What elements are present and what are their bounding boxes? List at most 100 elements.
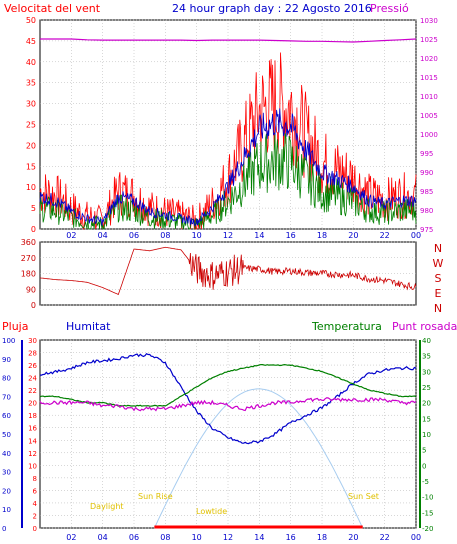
pressure-tick-label: 990 [420,169,433,177]
compass-label: E [435,287,442,300]
dir-tick-label: 180 [21,270,36,279]
compass-label: N [434,242,442,255]
rain-tick-label: 8 [33,475,37,483]
wind-speed-label: Velocitat del vent [4,2,101,15]
top-x-tick-label: 06 [129,231,139,240]
wind-direction-line [39,246,417,296]
temp-tick-label: 0 [422,462,426,470]
graph-title: 24 hour graph day : 22 Agosto 2016 [172,2,372,15]
pressure-tick-label: 1025 [420,36,438,44]
top-x-tick-label: 10 [192,231,202,240]
pressure-tick-label: 985 [420,188,433,196]
bottom-x-tick-label: 14 [254,533,264,542]
top-x-tick-label: 22 [380,231,390,240]
temp-tick-label: 5 [422,447,426,455]
rain-tick-label: 12 [28,450,37,458]
temperature-line [39,363,417,407]
rain-tick-label: 22 [28,387,37,395]
top-x-tick-label: 14 [254,231,264,240]
bottom-x-tick-label: 04 [98,533,108,542]
wind-tick-label: 50 [26,16,36,25]
wind-tick-label: 5 [31,204,36,213]
top-x-tick-label: 02 [66,231,76,240]
bottom-x-tick-label: 22 [380,533,390,542]
temp-tick-label: -15 [422,509,433,517]
humidity-tick-label: 20 [2,487,11,495]
dir-tick-label: 90 [26,285,36,294]
bottom-x-tick-label: 00 [411,533,421,542]
pressure-tick-label: 1010 [420,93,438,101]
bottom-x-tick-label: 12 [223,533,233,542]
pressure-tick-label: 1030 [420,17,438,25]
humidity-tick-label: 90 [2,356,11,364]
rain-tick-label: 18 [28,412,37,420]
temp-tick-label: -20 [422,525,433,533]
wind-tick-label: 15 [26,162,36,171]
series-lines [39,38,417,529]
pressure-tick-label: 1005 [420,112,438,120]
pressure-tick-label: 980 [420,207,433,215]
rain-tick-label: 10 [28,462,37,470]
dir-tick-label: 360 [21,238,36,247]
top-x-tick-label: 08 [160,231,170,240]
rain-tick-label: 26 [28,362,37,370]
rain-label: Pluja [2,320,28,333]
bottom-x-tick-label: 10 [192,533,202,542]
dir-tick-label: 270 [21,254,36,263]
top-x-tick-label: 16 [286,231,296,240]
pressure-tick-label: 1000 [420,131,438,139]
daylight-label: Daylight [90,502,124,511]
rain-tick-label: 4 [33,500,38,508]
wind-tick-label: 0 [31,225,36,234]
lowtide-label: Lowtide [196,507,227,516]
top-x-tick-label: 00 [411,231,421,240]
solar-radiation-curve [153,388,364,529]
top-x-tick-label: 04 [98,231,108,240]
pressure-tick-label: 1020 [420,55,438,63]
axis-ticks: 0510152025303540455097598098599099510001… [2,16,444,542]
bottom-x-tick-label: 06 [129,533,139,542]
temp-tick-label: 40 [422,337,431,345]
temp-tick-label: 25 [422,384,431,392]
humidity-tick-label: 80 [2,375,11,383]
bottom-x-tick-label: 16 [286,533,296,542]
humidity-tick-label: 40 [2,450,11,458]
pressure-tick-label: 995 [420,150,433,158]
wind-average-line [39,108,417,227]
pressure-tick-label: 975 [420,226,433,234]
humidity-tick-label: 50 [2,431,11,439]
humidity-tick-label: 10 [2,506,11,514]
wind-tick-label: 45 [26,37,36,46]
temp-tick-label: -10 [422,494,433,502]
pressure-tick-label: 1015 [420,74,438,82]
pressure-line [40,38,417,43]
wind-tick-label: 10 [26,183,36,192]
rain-tick-label: 6 [33,487,38,495]
sunset-label: Sun Set [348,492,379,501]
wind-tick-label: 35 [26,79,36,88]
dewpoint-line [39,397,417,412]
dewpoint-label: Punt rosada [392,320,457,333]
top-x-tick-label: 18 [317,231,327,240]
rain-tick-label: 28 [28,350,37,358]
temperature-label: Temperatura [311,320,382,333]
pressure-label: Pressió [370,2,409,15]
rain-tick-label: 20 [28,400,37,408]
rain-tick-label: 24 [28,375,37,383]
sunrise-label: Sun Rise [138,492,173,501]
compass-label: S [435,272,442,285]
humidity-tick-label: 0 [2,525,6,533]
rain-tick-label: 0 [33,525,37,533]
humidity-tick-label: 70 [2,393,11,401]
wind-tick-label: 20 [26,141,36,150]
temp-tick-label: 15 [422,415,431,423]
bottom-x-tick-label: 02 [66,533,76,542]
rain-tick-label: 14 [28,437,37,445]
temp-tick-label: 35 [422,353,431,361]
top-x-tick-label: 12 [223,231,233,240]
compass-label: N [434,302,442,315]
temp-tick-label: 20 [422,400,431,408]
bottom-x-tick-label: 18 [317,533,327,542]
